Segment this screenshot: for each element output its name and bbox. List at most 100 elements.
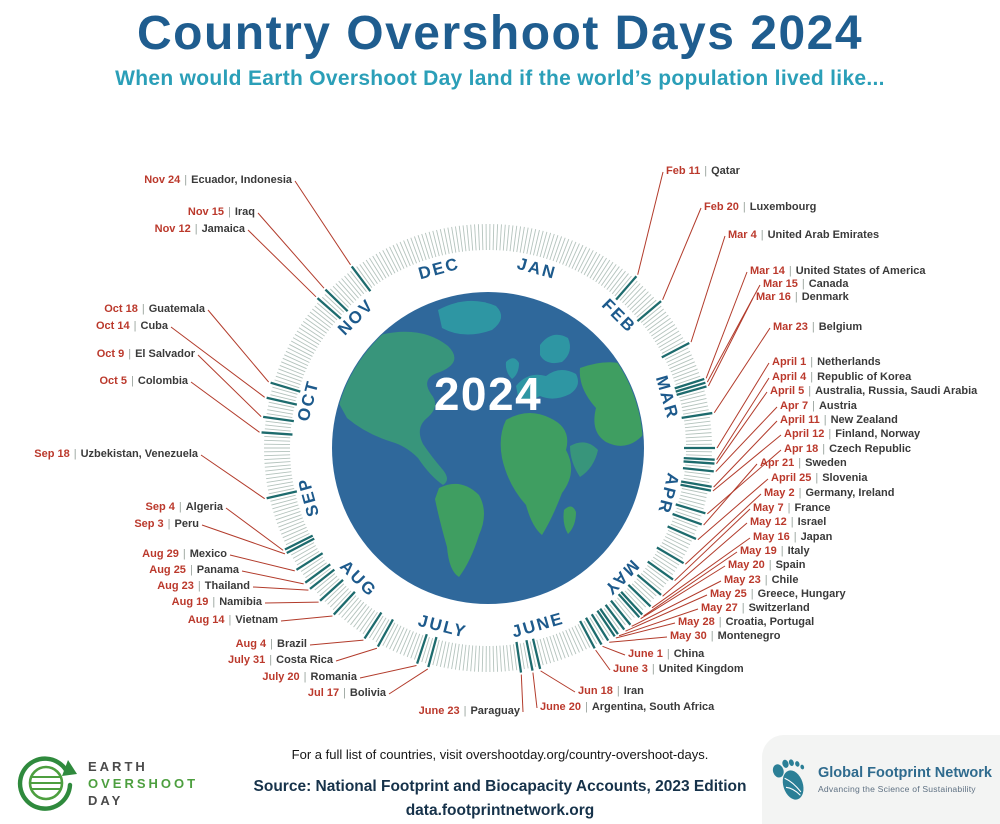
country-names: Australia, Russia, Saudi Arabia xyxy=(815,385,978,397)
country-label: May 20 | Spain xyxy=(728,558,806,573)
separator: | xyxy=(828,428,832,440)
separator: | xyxy=(666,648,670,660)
separator: | xyxy=(182,548,186,560)
separator: | xyxy=(780,545,784,557)
overshoot-date: Nov 24 xyxy=(144,174,181,186)
separator: | xyxy=(810,371,814,383)
page-subtitle: When would Earth Overshoot Day land if t… xyxy=(115,67,885,90)
country-names: Peru xyxy=(174,518,199,530)
separator: | xyxy=(133,320,137,332)
country-label: June 20 | Argentina, South Africa xyxy=(540,700,714,715)
country-label: May 12 | Israel xyxy=(750,515,826,530)
eod-wordmark: EARTH OVERSHOOT DAY xyxy=(88,758,198,809)
overshoot-date: May 30 xyxy=(670,630,707,642)
overshoot-date: May 12 xyxy=(750,516,787,528)
country-names: Croatia, Portugal xyxy=(725,616,815,628)
center-year: 2024 xyxy=(434,368,542,420)
separator: | xyxy=(823,414,827,426)
country-names: Italy xyxy=(787,545,810,557)
country-label: Mar 14 | United States of America xyxy=(750,264,926,279)
country-names: Brazil xyxy=(277,638,307,650)
country-names: Iraq xyxy=(234,206,255,218)
overshoot-date: Oct 5 xyxy=(99,375,128,387)
country-label: April 5 | Australia, Russia, Saudi Arabia xyxy=(770,384,977,399)
overshoot-date: Aug 29 xyxy=(142,548,179,560)
country-label: July 20 | Romania xyxy=(262,670,357,685)
country-label: Mar 23 | Belgium xyxy=(773,320,862,335)
separator: | xyxy=(822,443,826,455)
overshoot-date: April 12 xyxy=(784,428,825,440)
separator: | xyxy=(808,385,812,397)
country-names: Vietnam xyxy=(235,614,278,626)
separator: | xyxy=(194,223,198,235)
overshoot-date: July 20 xyxy=(262,671,300,683)
overshoot-date: Mar 23 xyxy=(773,321,808,333)
separator: | xyxy=(270,638,274,650)
country-label: Sep 4 | Algeria xyxy=(145,500,223,515)
country-label: Aug 23 | Thailand xyxy=(157,579,250,594)
country-names: Qatar xyxy=(711,165,740,177)
country-names: Guatemala xyxy=(148,303,205,315)
overshoot-date: July 31 xyxy=(227,654,266,666)
separator: | xyxy=(710,630,714,642)
overshoot-date: April 5 xyxy=(770,385,805,397)
overshoot-date: Aug 23 xyxy=(157,580,194,592)
separator: | xyxy=(303,671,307,683)
country-names: Namibia xyxy=(219,596,262,608)
separator: | xyxy=(741,602,745,614)
separator: | xyxy=(616,685,620,697)
country-names: Paraguay xyxy=(470,705,520,717)
separator: | xyxy=(764,574,768,586)
overshoot-date: Mar 15 xyxy=(763,278,798,290)
country-names: Chile xyxy=(771,574,799,586)
page-title: Country Overshoot Days 2024 xyxy=(136,7,864,60)
country-names: Czech Republic xyxy=(829,443,912,455)
overshoot-date: May 19 xyxy=(740,545,777,557)
country-label: May 28 | Croatia, Portugal xyxy=(678,615,814,630)
country-label: Aug 19 | Namibia xyxy=(172,595,262,610)
overshoot-date: June 1 xyxy=(628,648,663,660)
country-label: May 27 | Switzerland xyxy=(701,601,810,616)
separator: | xyxy=(131,375,134,387)
country-names: Netherlands xyxy=(817,356,881,368)
country-label: Jul 17 | Bolivia xyxy=(308,686,386,701)
country-label: Jun 18 | Iran xyxy=(578,684,644,699)
overshoot-date: Oct 18 xyxy=(104,303,138,315)
overshoot-date: Apr 18 xyxy=(784,443,819,455)
overshoot-date: May 20 xyxy=(728,559,765,571)
footprint-icon xyxy=(772,758,805,800)
country-label: Aug 25 | Panama xyxy=(149,563,239,578)
overshoot-date: June 20 xyxy=(540,701,581,713)
leader-lines xyxy=(170,171,782,713)
overshoot-date: April 11 xyxy=(780,414,820,426)
overshoot-date: Feb 11 xyxy=(666,165,701,177)
country-names: France xyxy=(794,502,831,514)
overshoot-date: April 4 xyxy=(772,371,807,383)
footer-note: For a full list of countries, visit over… xyxy=(291,747,709,762)
overshoot-date: Mar 14 xyxy=(750,265,785,277)
country-label: Aug 4 | Brazil xyxy=(236,637,307,652)
separator: | xyxy=(228,614,232,626)
separator: | xyxy=(189,564,193,576)
separator: | xyxy=(787,502,791,514)
country-names: Colombia xyxy=(137,375,188,387)
country-names: Republic of Korea xyxy=(817,371,912,383)
overshoot-date: May 25 xyxy=(710,588,747,600)
country-label: Mar 4 | United Arab Emirates xyxy=(728,228,879,243)
separator: | xyxy=(798,487,802,499)
overshoot-date: Apr 7 xyxy=(780,400,809,412)
separator: | xyxy=(750,588,754,600)
country-names: Spain xyxy=(775,559,806,571)
overshoot-date: May 2 xyxy=(764,487,795,499)
country-label: Sep 3 | Peru xyxy=(134,517,199,532)
overshoot-date: April 1 xyxy=(772,356,807,368)
country-label: June 1 | China xyxy=(628,647,704,662)
overshoot-date: April 25 xyxy=(771,472,812,484)
country-names: Cuba xyxy=(140,320,169,332)
country-names: Jamaica xyxy=(201,223,245,235)
country-names: Slovenia xyxy=(822,472,868,484)
country-names: Romania xyxy=(310,671,357,683)
country-names: Canada xyxy=(808,278,849,290)
